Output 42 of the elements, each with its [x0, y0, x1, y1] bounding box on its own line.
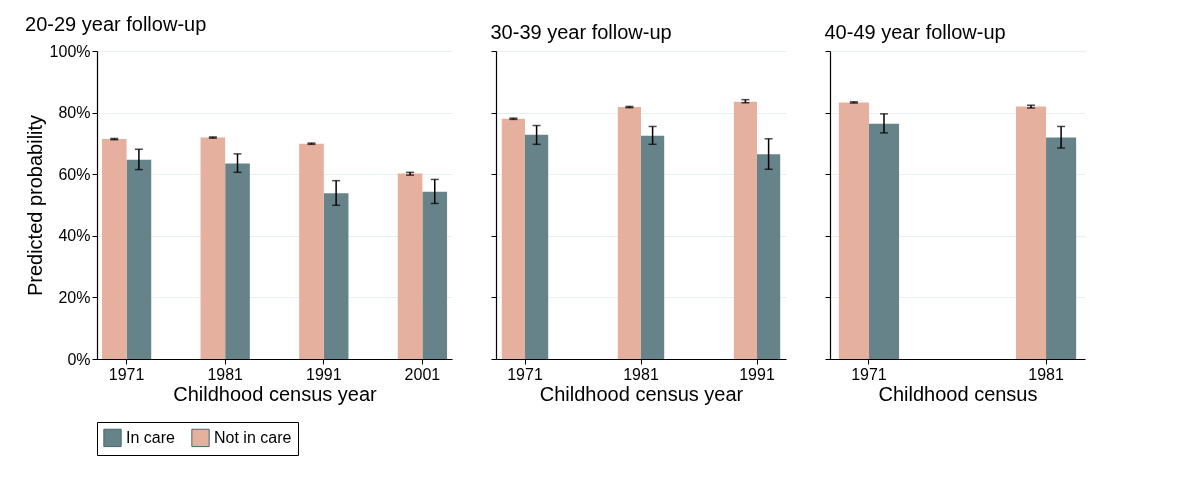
y-tick-label: 100%: [49, 42, 91, 60]
y-tick-label: 60%: [58, 165, 91, 183]
bar: [101, 139, 127, 359]
y-tick-label: 0%: [67, 350, 91, 368]
bar: [1046, 137, 1077, 359]
bar: [838, 102, 869, 359]
x-tick-label: 1981: [207, 365, 244, 383]
x-tick-label: 1981: [623, 365, 659, 383]
bar: [617, 107, 641, 359]
y-tick-label: 40%: [58, 227, 91, 245]
x-tick-label: 1981: [1028, 365, 1064, 383]
bar: [501, 118, 525, 359]
x-tick-label: 1991: [306, 365, 342, 383]
bar: [422, 191, 448, 359]
bar: [397, 173, 423, 359]
x-axis-title: Childhood census year: [173, 382, 378, 405]
x-tick-label: 2001: [404, 365, 441, 383]
bar: [525, 134, 549, 359]
legend-label: Not in care: [214, 428, 292, 446]
bar: [126, 159, 152, 359]
bar: [1015, 106, 1047, 359]
bar: [299, 143, 324, 359]
x-tick-label: 1991: [739, 365, 775, 383]
chart-title: 40-49 year follow-up: [824, 20, 1006, 43]
bar: [225, 163, 250, 359]
bar: [733, 101, 757, 359]
x-tick-label: 1971: [851, 365, 887, 383]
y-tick-label: 20%: [58, 288, 91, 306]
legend-label: In care: [126, 428, 176, 446]
x-tick-label: 1971: [507, 365, 543, 383]
bar: [868, 123, 900, 359]
x-axis-title: Childhood census: [878, 382, 1038, 405]
bar: [200, 137, 226, 359]
bar: [641, 135, 665, 359]
x-axis-title: Childhood census year: [539, 382, 744, 405]
bar: [757, 154, 781, 359]
y-tick-label: 80%: [58, 104, 91, 122]
y-axis-title: Predicted probability: [23, 114, 46, 297]
chart-title: 30-39 year follow-up: [490, 20, 672, 43]
bar: [323, 193, 349, 359]
chart-title: 20-29 year follow-up: [25, 13, 207, 35]
x-tick-label: 1971: [108, 365, 145, 383]
